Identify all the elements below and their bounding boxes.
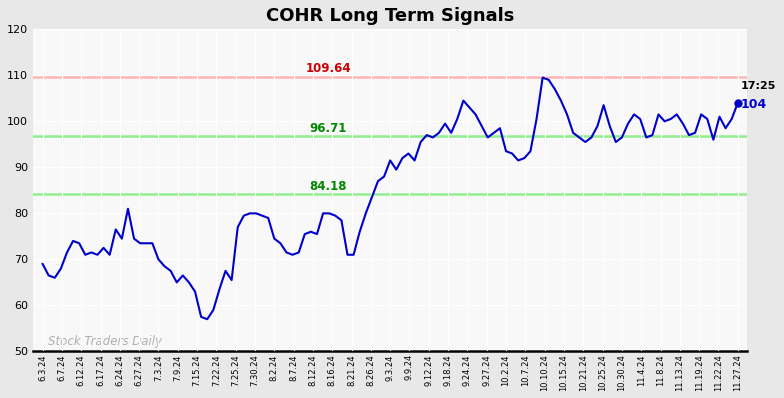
Text: 84.18: 84.18: [310, 179, 347, 193]
Title: COHR Long Term Signals: COHR Long Term Signals: [266, 7, 514, 25]
Text: 109.64: 109.64: [306, 62, 351, 75]
Text: 96.71: 96.71: [310, 122, 347, 135]
Text: Stock Traders Daily: Stock Traders Daily: [49, 334, 162, 347]
Text: 104: 104: [741, 98, 767, 111]
Text: 17:25: 17:25: [741, 81, 776, 91]
